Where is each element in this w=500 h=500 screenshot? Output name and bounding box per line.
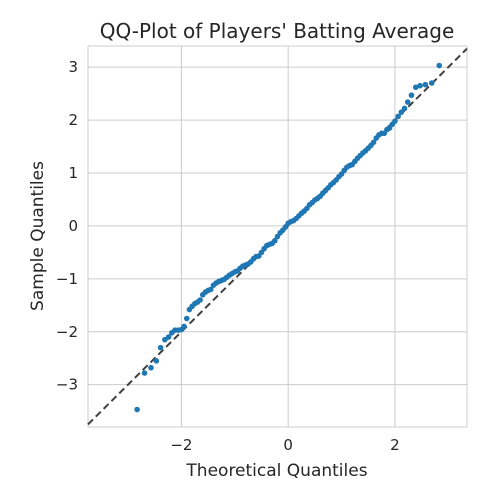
data-point bbox=[165, 334, 172, 340]
data-point bbox=[412, 84, 419, 91]
data-point bbox=[428, 80, 435, 86]
data-point bbox=[422, 81, 429, 88]
x-axis-ticks: −2 0 2 bbox=[170, 436, 399, 454]
y-tick-label: −1 bbox=[56, 270, 78, 288]
data-point bbox=[395, 113, 401, 120]
x-tick-label: 0 bbox=[283, 436, 293, 454]
data-point bbox=[181, 323, 187, 330]
y-tick-label: 2 bbox=[68, 111, 78, 129]
data-point bbox=[134, 406, 140, 413]
data-point bbox=[417, 82, 423, 89]
data-point bbox=[148, 364, 154, 371]
data-point bbox=[401, 105, 408, 112]
chart-title: QQ-Plot of Players' Batting Average bbox=[100, 19, 455, 43]
data-point bbox=[157, 344, 164, 351]
y-tick-label: 0 bbox=[68, 217, 78, 235]
data-point bbox=[392, 118, 398, 124]
data-points bbox=[134, 62, 443, 413]
y-tick-label: 1 bbox=[68, 164, 78, 182]
data-point bbox=[183, 315, 190, 322]
plot-frame bbox=[87, 45, 468, 428]
data-point bbox=[398, 109, 405, 115]
data-point bbox=[153, 358, 160, 364]
y-tick-label: −2 bbox=[56, 323, 78, 341]
y-axis-label: Sample Quantiles bbox=[28, 161, 48, 311]
x-tick-label: 2 bbox=[390, 436, 400, 454]
data-point bbox=[404, 99, 411, 105]
data-point bbox=[141, 370, 148, 376]
data-point bbox=[197, 297, 203, 303]
y-axis-ticks: −3 −2 −1 0 1 2 3 bbox=[56, 58, 78, 394]
grid bbox=[88, 46, 467, 427]
x-tick-label: −2 bbox=[170, 436, 192, 454]
data-point bbox=[436, 62, 443, 69]
data-point bbox=[207, 286, 214, 293]
y-tick-label: 3 bbox=[68, 58, 78, 76]
x-axis-label: Theoretical Quantiles bbox=[185, 461, 367, 481]
data-point bbox=[408, 92, 415, 99]
data-point bbox=[272, 237, 278, 244]
data-point bbox=[370, 139, 377, 146]
y-tick-label: −3 bbox=[56, 376, 78, 394]
